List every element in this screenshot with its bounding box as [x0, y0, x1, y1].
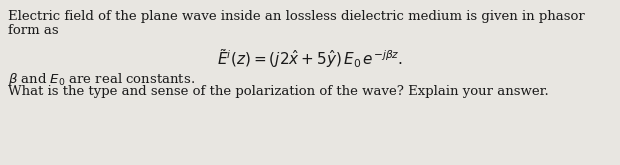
Text: What is the type and sense of the polarization of the wave? Explain your answer.: What is the type and sense of the polari… — [8, 85, 549, 98]
Text: $\beta$ and $E_0$ are real constants.: $\beta$ and $E_0$ are real constants. — [8, 71, 195, 88]
Text: form as: form as — [8, 24, 59, 37]
Text: $\tilde{E}^i(z) = (j2\hat{x} + 5\hat{y})\, E_0\, e^{-j\beta z}.$: $\tilde{E}^i(z) = (j2\hat{x} + 5\hat{y})… — [217, 47, 403, 70]
Text: Electric field of the plane wave inside an lossless dielectric medium is given i: Electric field of the plane wave inside … — [8, 10, 585, 23]
